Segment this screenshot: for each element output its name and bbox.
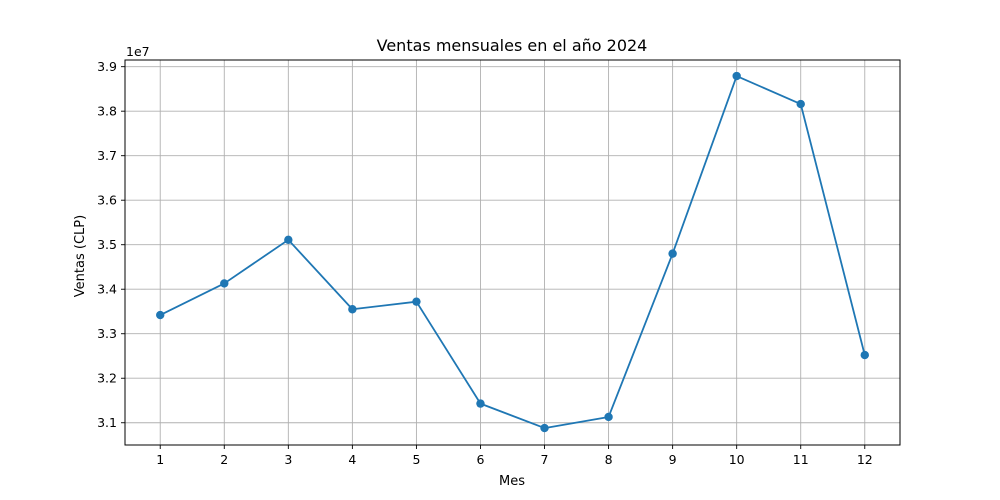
y-tick-label: 3.9 [97, 59, 117, 74]
data-point [540, 423, 549, 433]
data-point [860, 350, 869, 360]
x-tick-label: 12 [857, 452, 873, 467]
data-point [284, 235, 293, 245]
data-point [412, 297, 421, 306]
series [156, 71, 869, 433]
x-tick-label: 8 [605, 452, 613, 467]
y-tick-label: 3.6 [97, 193, 117, 208]
x-tick-label: 11 [793, 452, 809, 467]
x-tick-label: 3 [284, 452, 292, 467]
ticks: 1 2 3 4 5 6 7 8 9 10 11 123.13.23.33.43.53.63.73.83… [97, 59, 873, 467]
data-point [796, 99, 805, 109]
y-tick-label: 3.1 [97, 415, 117, 430]
data-point [476, 399, 485, 408]
y-tick-label: 3.7 [97, 148, 117, 163]
x-tick-label: 5 [412, 452, 420, 467]
x-tick-label: 7 [541, 452, 549, 467]
data-point [668, 249, 677, 258]
y-tick-label: 3.4 [97, 282, 117, 297]
data-point [732, 71, 741, 81]
x-tick-label: 2 [220, 452, 228, 467]
x-tick-label: 4 [348, 452, 356, 467]
y-tick-label: 3.8 [97, 104, 117, 119]
y-tick-label: 3.5 [97, 237, 117, 252]
plot-frame [124, 59, 901, 446]
x-tick-label: 9 [669, 452, 677, 467]
y-tick-label: 3.3 [97, 326, 117, 341]
data-point [156, 310, 165, 320]
x-tick-label: 6 [476, 452, 484, 467]
chart-title: Ventas mensuales en el año 2024 [377, 36, 648, 55]
data-point [220, 279, 229, 288]
series-line [159, 75, 866, 429]
axes [124, 59, 901, 446]
y-axis-offset-label: 1e7 [126, 44, 150, 59]
grid-lines [125, 60, 900, 445]
y-tick-label: 3.2 [97, 371, 117, 386]
x-tick-label: 1 [156, 452, 164, 467]
y-axis-label: Ventas (CLP) [73, 215, 88, 297]
x-tick-label: 10 [729, 452, 745, 467]
data-point [348, 305, 357, 314]
data-point [604, 412, 613, 422]
x-axis-label: Mes [499, 474, 525, 489]
